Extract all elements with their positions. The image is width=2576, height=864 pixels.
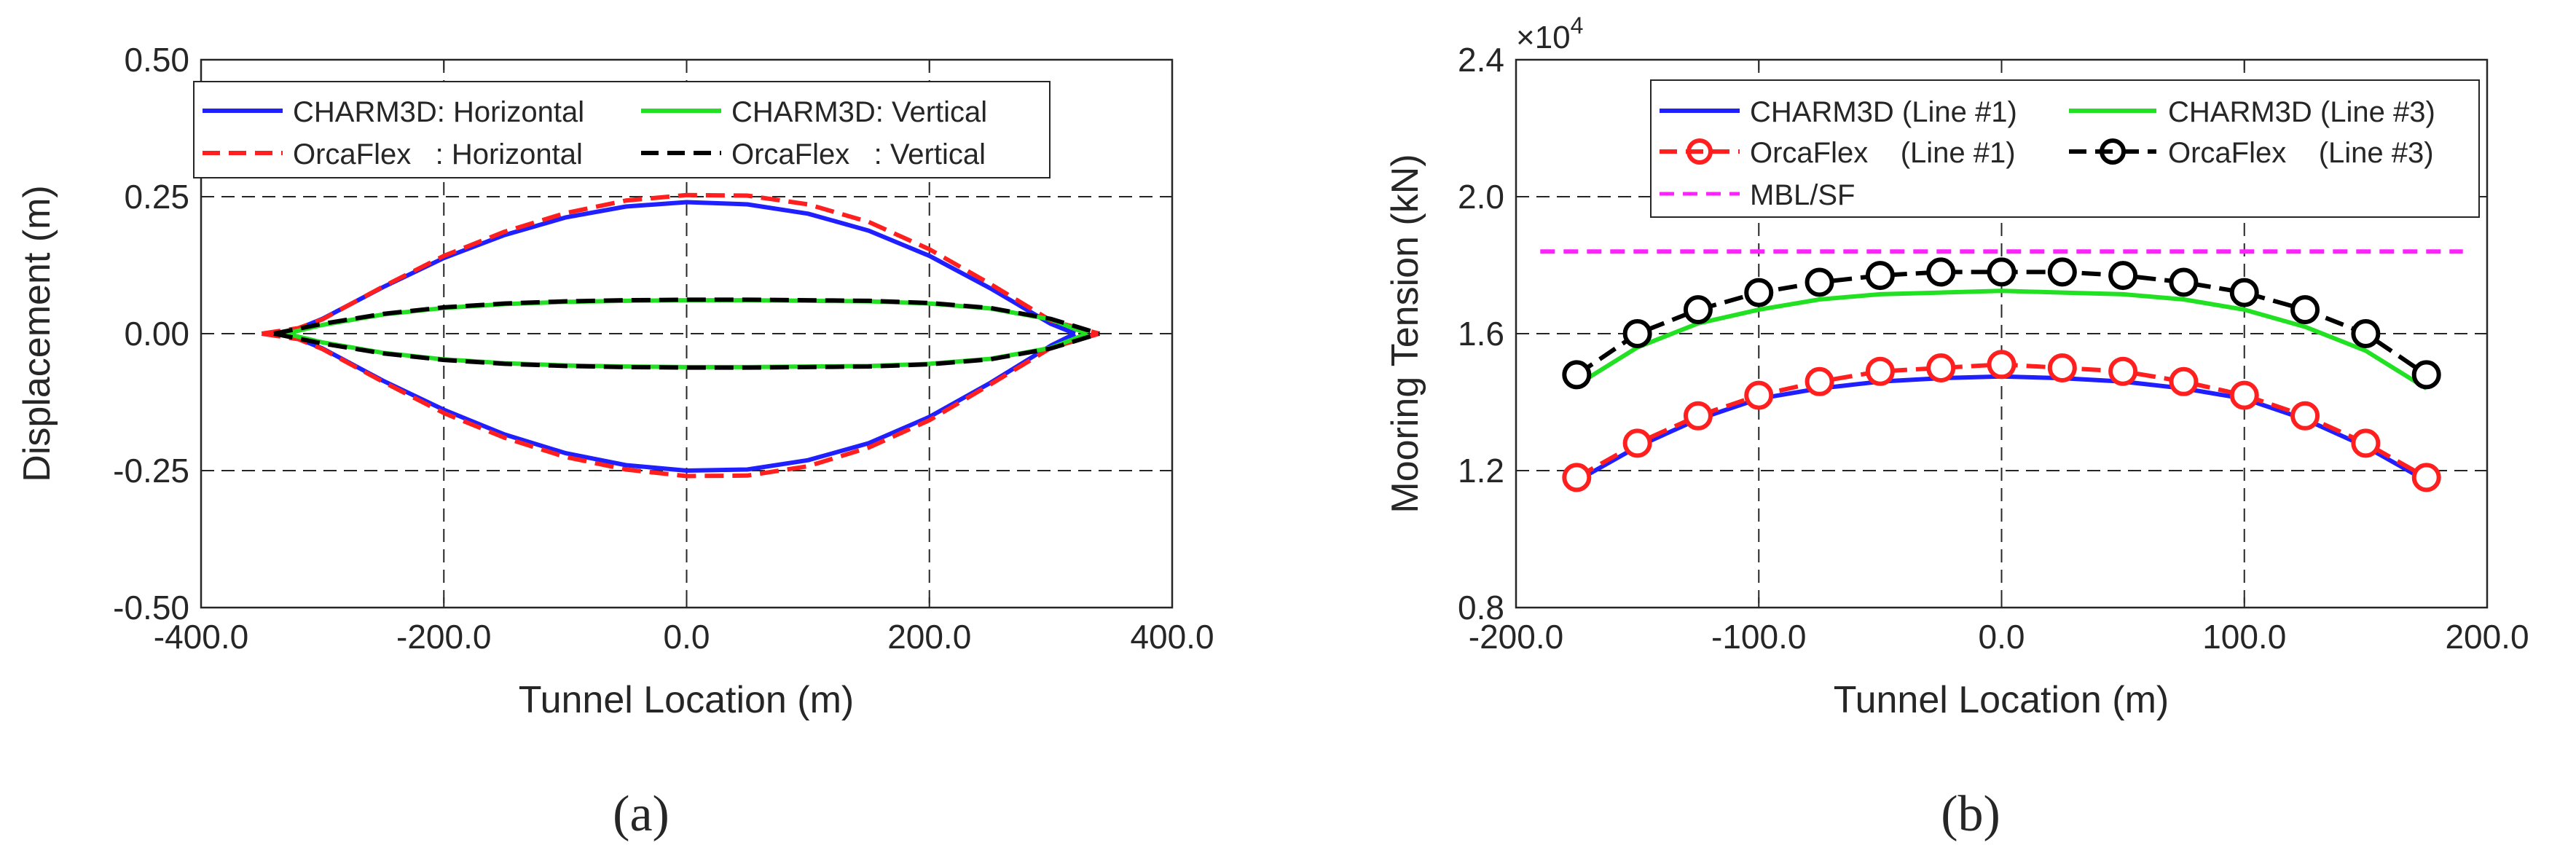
panel-a-y-tick-label: -0.50 bbox=[113, 589, 189, 627]
panel-b-x-tick-label: 100.0 bbox=[2202, 618, 2286, 656]
panel-b-series-orcaflex-line-3-marker bbox=[1926, 257, 1956, 287]
panel-a-legend-box bbox=[193, 81, 1051, 178]
panel-b-caption: (b) bbox=[1941, 786, 2000, 842]
panel-b-y-multiplier-base: ×10 bbox=[1516, 20, 1571, 55]
panel-b-series-orcaflex-line-3-marker bbox=[2108, 261, 2138, 291]
panel-b-series-orcaflex-line-3-marker bbox=[2169, 267, 2199, 297]
panel-a-x-tick-labels: -400.0 -200.0 0.0 200.0 400.0 bbox=[154, 618, 1214, 656]
panel-b-series-orcaflex-line-1-marker bbox=[1683, 401, 1713, 431]
panel-b-series-orcaflex-line-3-marker bbox=[2290, 295, 2320, 325]
panel-b-y-multiplier-exponent: 4 bbox=[1571, 12, 1584, 39]
panel-a-x-axis-label: Tunnel Location (m) bbox=[519, 679, 855, 721]
legend-label-orcaflex-vertical: OrcaFlex : Vertical bbox=[731, 138, 986, 170]
legend-label-orcaflex-horizontal: OrcaFlex : Horizontal bbox=[293, 138, 583, 170]
panel-b-y-tick-label: 0.8 bbox=[1458, 589, 1504, 627]
panel-b-series-orcaflex-line-1-marker bbox=[2169, 366, 2199, 396]
panel-b-series-orcaflex-line-3-marker bbox=[2229, 278, 2259, 307]
panel-b-series-orcaflex-line-3-marker bbox=[2411, 360, 2441, 390]
panel-b-series-orcaflex-line-3-marker bbox=[1865, 261, 1895, 291]
panel-a-x-tick-label: 0.0 bbox=[664, 618, 710, 656]
legend-label-charm3d-horizontal: CHARM3D: Horizontal bbox=[293, 96, 584, 128]
panel-b-series-orcaflex-line-1-marker bbox=[1987, 350, 2017, 380]
panel-b-series-orcaflex-line-3-marker bbox=[1683, 295, 1713, 325]
panel-b-series-orcaflex-line-3-marker bbox=[2351, 319, 2381, 348]
panel-b-y-tick-label: 1.2 bbox=[1458, 452, 1504, 490]
panel-b-series-orcaflex-line-3-marker bbox=[2047, 257, 2077, 287]
panel-a-plot-frame bbox=[200, 58, 1174, 609]
panel-a-series-orcaflex-vertical-lower-line bbox=[273, 331, 1100, 370]
panel-a-x-tick-label: -200.0 bbox=[396, 618, 491, 656]
panel-b-legend: CHARM3D (Line #1) CHARM3D (Line #3) Orca… bbox=[1650, 79, 2480, 218]
panel-b-x-axis-label: Tunnel Location (m) bbox=[1834, 679, 2169, 721]
panel-b-series-orcaflex-line-1-marker bbox=[1622, 428, 1652, 458]
panel-b-series-orcaflex-line-1-marker bbox=[1926, 353, 1956, 382]
panel-b-x-tick-label: 0.0 bbox=[1979, 618, 2025, 656]
panel-a-series-orcaflex-vertical-upper-line bbox=[273, 297, 1100, 336]
panel-b-x-tick-label: -100.0 bbox=[1711, 618, 1806, 656]
legend-label-charm3d-line3: CHARM3D (Line #3) bbox=[2168, 96, 2435, 128]
panel-a-x-tick-label: 400.0 bbox=[1130, 618, 1214, 656]
panel-b-series-charm3d-line-3-line bbox=[1575, 288, 2428, 390]
panel-a-series bbox=[261, 192, 1100, 479]
panel-b-x-tick-label: -200.0 bbox=[1469, 618, 1563, 656]
panel-b-series-orcaflex-line-1-marker bbox=[2411, 463, 2441, 492]
panel-b-y-tick-label: 2.4 bbox=[1458, 41, 1504, 79]
panel-b-mooring-tension-chart: -200.0 -100.0 0.0 100.0 200.0 0.8 1.2 1.6 2.0 2.… bbox=[1384, 12, 2529, 842]
panel-b-series-orcaflex-line-3-marker bbox=[1562, 360, 1592, 390]
panel-b-series-orcaflex-line-3-marker bbox=[1744, 278, 1774, 307]
panel-b-series-orcaflex-line-1-marker bbox=[1744, 380, 1774, 410]
panel-a-displacement-chart: -400.0 -200.0 0.0 200.0 400.0 -0.50 -0.25 0.00… bbox=[16, 41, 1214, 842]
legend-label-charm3d-vertical: CHARM3D: Vertical bbox=[731, 96, 987, 128]
panel-b-y-multiplier: ×104 bbox=[1516, 12, 1583, 55]
panel-a-x-tick-label: -400.0 bbox=[154, 618, 248, 656]
legend-label-orcaflex-line3: OrcaFlex (Line #3) bbox=[2168, 137, 2434, 169]
panel-b-series-orcaflex-line-3-marker bbox=[1805, 267, 1834, 297]
panel-a-caption: (a) bbox=[613, 786, 669, 842]
panel-b-x-tick-label: 200.0 bbox=[2445, 618, 2529, 656]
panel-b-series-orcaflex-line-1-marker bbox=[1805, 366, 1834, 396]
panel-b-series-orcaflex-line-1-marker bbox=[2351, 428, 2381, 458]
panel-b-series-orcaflex-line-1-marker bbox=[2229, 380, 2259, 410]
panel-a-legend: CHARM3D: Horizontal CHARM3D: Vertical Or… bbox=[193, 81, 1051, 178]
panel-b-series-orcaflex-line-1-marker bbox=[1562, 463, 1592, 492]
panel-a-series-orcaflex-horizontal-upper-line bbox=[261, 192, 1100, 336]
panel-a-y-tick-label: 0.50 bbox=[124, 41, 189, 79]
panel-a-series-orcaflex-horizontal-lower-line bbox=[261, 331, 1100, 479]
panel-b-x-tick-labels: -200.0 -100.0 0.0 100.0 200.0 bbox=[1469, 618, 2529, 656]
panel-b-series-orcaflex-line-1-marker bbox=[2047, 353, 2077, 382]
panel-a-y-tick-label: -0.25 bbox=[113, 452, 189, 490]
panel-a-y-tick-label: 0.25 bbox=[124, 178, 189, 216]
panel-b-series-orcaflex-line-3-marker bbox=[1987, 257, 2017, 287]
panel-a-x-tick-label: 200.0 bbox=[887, 618, 971, 656]
panel-a-y-tick-labels: -0.50 -0.25 0.00 0.25 0.50 bbox=[113, 41, 189, 627]
panel-b-legend-box bbox=[1650, 79, 2480, 218]
panel-b-y-tick-label: 2.0 bbox=[1458, 178, 1504, 216]
panel-b-y-tick-labels: 0.8 1.2 1.6 2.0 2.4 bbox=[1458, 41, 1504, 627]
panel-b-plot-frame bbox=[1515, 58, 2489, 609]
legend-marker-orcaflex-line3 bbox=[2100, 138, 2126, 165]
panel-b-series-orcaflex-line-1-marker bbox=[2108, 356, 2138, 386]
panel-b-series-orcaflex-line-1-marker bbox=[1865, 356, 1895, 386]
legend-label-orcaflex-line1: OrcaFlex (Line #1) bbox=[1750, 137, 2016, 169]
panel-b-series-orcaflex-line-1-marker bbox=[2290, 401, 2320, 431]
legend-label-charm3d-line1: CHARM3D (Line #1) bbox=[1750, 96, 2017, 128]
panel-b-series-orcaflex-line-3-marker bbox=[1622, 319, 1652, 348]
panel-b-series bbox=[1540, 249, 2463, 492]
legend-marker-orcaflex-line1 bbox=[1686, 138, 1713, 165]
legend-label-mbl-sf: MBL/SF bbox=[1750, 179, 1855, 211]
panel-a-y-axis-label: Displacement (m) bbox=[16, 185, 58, 482]
panel-a-y-tick-label: 0.00 bbox=[124, 315, 189, 353]
panel-b-y-tick-label: 1.6 bbox=[1458, 315, 1504, 353]
panel-b-y-axis-label: Mooring Tension (kN) bbox=[1384, 154, 1426, 513]
